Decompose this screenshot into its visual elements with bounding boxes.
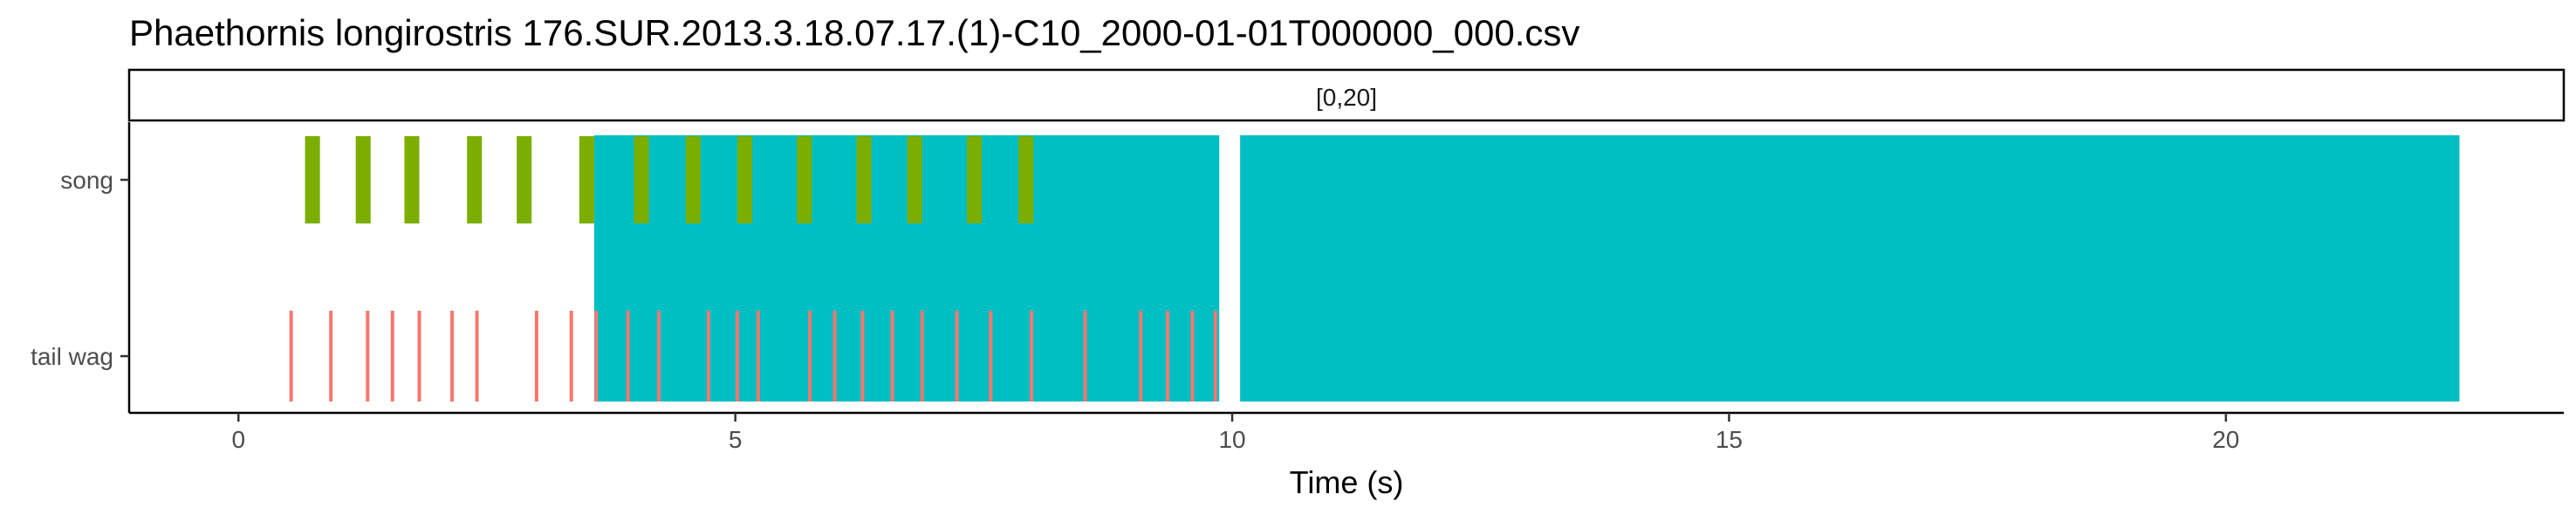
x-tick-label-3: 15	[1716, 426, 1743, 453]
song-interval-12	[966, 136, 983, 223]
y-tick-label-1: tail wag	[31, 343, 113, 370]
song-interval-7	[685, 136, 701, 223]
song-interval-9	[797, 136, 812, 223]
song-interval-2	[404, 136, 420, 223]
x-tick-label-1: 5	[729, 426, 743, 453]
x-axis-label: Time (s)	[1290, 464, 1404, 500]
y-axis-ticks: song tail wag	[31, 167, 129, 370]
song-interval-4	[517, 136, 532, 223]
x-axis-ticks: 0 5 10 15 20	[231, 413, 2239, 453]
song-interval-1	[355, 136, 371, 223]
background-interval-1	[1240, 135, 2460, 402]
x-tick-label-0: 0	[231, 426, 245, 453]
facet-label: [0,20]	[1316, 84, 1377, 111]
facet-strip	[127, 68, 2566, 122]
song-interval-6	[634, 136, 649, 223]
song-interval-3	[467, 136, 483, 223]
song-interval-0	[305, 136, 320, 223]
song-interval-5	[579, 136, 594, 223]
song-interval-11	[907, 136, 922, 223]
y-tick-label-0: song	[60, 167, 113, 194]
song-interval-8	[736, 136, 753, 223]
chart-marks	[289, 135, 2460, 402]
x-tick-label-4: 20	[2212, 426, 2239, 453]
song-interval-13	[1018, 136, 1034, 223]
song-interval-10	[856, 136, 872, 223]
chart-title: Phaethornis longirostris 176.SUR.2013.3.…	[129, 12, 1579, 53]
x-tick-label-2: 10	[1218, 426, 1245, 453]
